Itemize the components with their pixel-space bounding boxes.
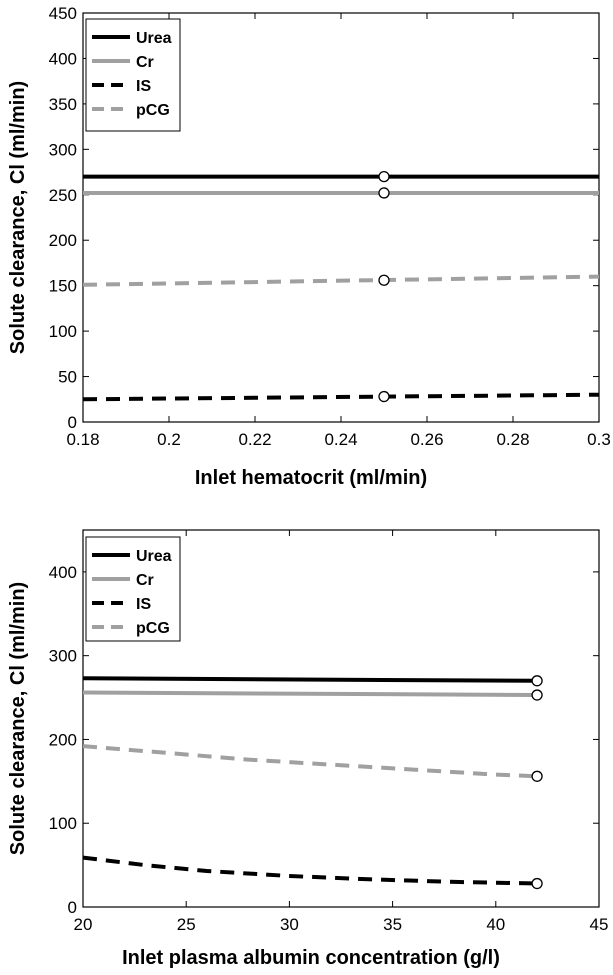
y-tick-label: 400 xyxy=(49,563,77,582)
y-axis-label: Solute clearance, Cl (ml/min) xyxy=(7,582,29,855)
x-tick-label: 20 xyxy=(74,915,93,934)
legend: Urea Cr IS pCG xyxy=(85,18,181,132)
x-axis-label: Inlet plasma albumin concentration (g/l) xyxy=(122,947,500,969)
legend-label-pcg: pCG xyxy=(136,620,170,637)
y-tick-label: 100 xyxy=(49,322,77,341)
series-line-cr xyxy=(83,690,538,697)
y-tick-label: 150 xyxy=(49,277,77,296)
x-tick-label: 0.26 xyxy=(410,430,443,449)
series-marker-urea xyxy=(378,170,390,183)
legend-label-cr: Cr xyxy=(136,54,154,71)
y-tick-label: 100 xyxy=(49,814,77,833)
series-marker-pcg xyxy=(531,770,543,782)
y-tick-label: 300 xyxy=(49,140,77,159)
series-line-pcg xyxy=(83,744,538,779)
x-axis-label: Inlet hematocrit (ml/min) xyxy=(195,467,427,489)
y-tick-label: 350 xyxy=(49,95,77,114)
series-marker-is xyxy=(531,877,543,890)
series-line-is xyxy=(83,392,599,402)
x-tick-label: 0.24 xyxy=(324,430,357,449)
series-marker-cr xyxy=(531,689,543,701)
y-axis-label: Solute clearance, Cl (ml/min) xyxy=(7,81,29,354)
legend-label-cr: Cr xyxy=(136,572,154,589)
series-line-pcg xyxy=(83,274,599,287)
x-tick-label: 0.22 xyxy=(238,430,271,449)
legend-label-urea: Urea xyxy=(136,548,172,565)
chart-2: 20 25 30 35 40 45 0 100 200 300 400 Inlet plasma al… xyxy=(7,529,609,969)
y-tick-label: 450 xyxy=(49,4,77,23)
legend: Urea Cr IS pCG xyxy=(85,536,181,642)
x-tick-label: 25 xyxy=(177,915,196,934)
y-tick-label: 0 xyxy=(68,898,77,917)
series-marker-urea xyxy=(531,675,543,687)
series-line-is xyxy=(83,855,538,886)
x-tick-label: 0.18 xyxy=(66,430,99,449)
x-tick-label: 35 xyxy=(383,915,402,934)
y-tick-label: 200 xyxy=(49,231,77,250)
chart-1: 0.18 0.2 0.22 0.24 0.26 0.28 0.3 0 50 100 150 200 25… xyxy=(7,4,611,489)
series-line-urea xyxy=(83,676,538,683)
series-marker-cr xyxy=(378,187,390,199)
y-tick-label: 50 xyxy=(58,368,77,387)
x-tick-label: 40 xyxy=(486,915,505,934)
y-tick-label: 300 xyxy=(49,647,77,666)
x-tick-label: 0.3 xyxy=(587,430,611,449)
y-tick-label: 0 xyxy=(68,413,77,432)
legend-label-is: IS xyxy=(136,596,151,613)
legend-label-urea: Urea xyxy=(136,30,172,47)
x-tick-label: 0.2 xyxy=(157,430,181,449)
plot-area-frame xyxy=(82,529,600,908)
x-tick-label: 0.28 xyxy=(496,430,529,449)
y-tick-label: 200 xyxy=(49,730,77,749)
y-tick-label: 250 xyxy=(49,186,77,205)
x-tick-label: 30 xyxy=(280,915,299,934)
series-marker-is xyxy=(378,390,390,403)
series-marker-pcg xyxy=(378,274,390,286)
x-tick-label: 45 xyxy=(590,915,609,934)
legend-label-pcg: pCG xyxy=(136,102,170,119)
y-tick-label: 400 xyxy=(49,49,77,68)
legend-label-is: IS xyxy=(136,78,151,95)
